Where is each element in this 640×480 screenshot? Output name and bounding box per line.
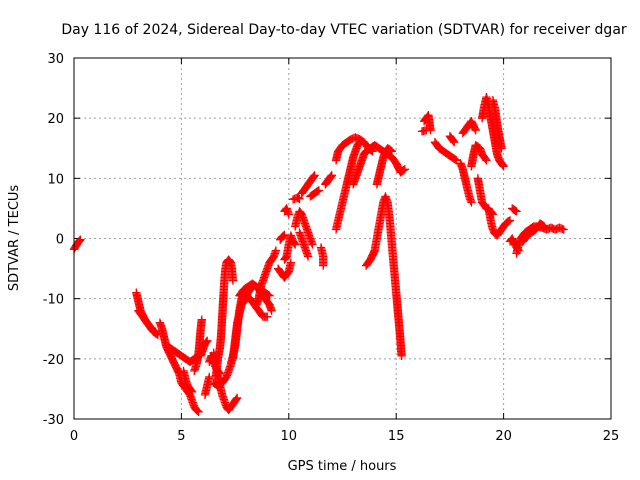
data-point <box>303 252 313 261</box>
data-point <box>540 222 549 231</box>
x-axis-label: GPS time / hours <box>288 459 397 474</box>
x-tick-label: 20 <box>495 429 512 444</box>
y-tick-label: 10 <box>47 172 64 187</box>
data-point <box>559 225 568 234</box>
y-axis-label: SDTVAR / TECUs <box>7 185 22 292</box>
data-point <box>481 154 490 164</box>
data-point <box>387 147 397 156</box>
data-point <box>309 172 319 181</box>
y-tick-label: 30 <box>47 52 64 67</box>
data-point <box>232 394 241 404</box>
chart-title: Day 116 of 2024, Sidereal Day-to-day VTE… <box>61 22 627 38</box>
data-point <box>187 386 196 395</box>
data-point <box>197 315 206 324</box>
data-point <box>74 237 84 246</box>
data-point <box>449 137 458 146</box>
data-point <box>265 291 274 300</box>
data-point <box>451 155 460 164</box>
y-tick-label: -20 <box>43 353 64 368</box>
data-point <box>452 156 461 165</box>
data-point <box>203 336 212 345</box>
y-tick-label: 20 <box>47 112 64 127</box>
data-point <box>355 138 364 147</box>
data-points <box>69 92 568 416</box>
data-point <box>284 210 293 219</box>
data-point <box>511 206 520 215</box>
data-point <box>205 372 214 382</box>
x-tick-label: 25 <box>603 429 620 444</box>
data-point <box>319 261 328 270</box>
data-point <box>399 165 408 175</box>
data-point <box>76 235 85 244</box>
data-point <box>264 290 273 300</box>
data-point <box>314 186 324 195</box>
data-point <box>422 126 431 135</box>
data-point <box>187 387 197 397</box>
y-tick-label: -10 <box>43 293 64 308</box>
data-point <box>504 216 514 226</box>
data-point <box>228 276 238 285</box>
data-point <box>450 138 459 147</box>
data-point <box>267 306 276 315</box>
data-point <box>354 139 364 148</box>
x-tick-label: 5 <box>177 429 185 444</box>
data-point <box>327 171 336 180</box>
data-point <box>482 156 491 165</box>
data-point <box>497 144 506 153</box>
data-point <box>215 368 224 377</box>
data-point <box>326 172 336 181</box>
y-tick-label: 0 <box>56 233 64 248</box>
data-point <box>539 221 548 230</box>
data-point <box>397 351 406 360</box>
data-point <box>291 240 300 249</box>
data-point <box>400 165 409 174</box>
data-point <box>512 207 521 216</box>
data-point <box>310 171 319 180</box>
data-point <box>233 393 242 403</box>
x-tick-label: 0 <box>70 429 78 444</box>
x-tick-label: 10 <box>281 429 298 444</box>
data-point <box>471 126 480 135</box>
plot-frame <box>73 57 612 420</box>
axis-ticks: 0 5 10 15 20 25 -30 -20 -10 0 10 20 30 <box>43 52 620 444</box>
data-point <box>308 240 317 249</box>
y-tick-label: -30 <box>43 413 64 428</box>
data-point <box>295 194 304 203</box>
data-point <box>290 239 299 248</box>
data-point <box>271 246 281 255</box>
data-point <box>193 406 202 416</box>
data-point <box>505 216 515 225</box>
data-point <box>263 312 272 321</box>
data-point <box>498 161 508 170</box>
x-tick-label: 15 <box>388 429 405 444</box>
data-point <box>467 198 476 207</box>
data-point <box>202 337 211 346</box>
data-point <box>499 162 508 171</box>
data-point <box>151 327 160 336</box>
data-point <box>279 231 288 240</box>
data-point <box>150 326 159 336</box>
data-point <box>386 146 395 155</box>
data-point <box>313 186 322 196</box>
data-point <box>75 236 84 245</box>
data-point <box>194 407 203 416</box>
grid-lines <box>74 58 611 419</box>
data-point <box>280 230 289 240</box>
data-point <box>286 258 296 267</box>
data-point <box>215 369 225 379</box>
